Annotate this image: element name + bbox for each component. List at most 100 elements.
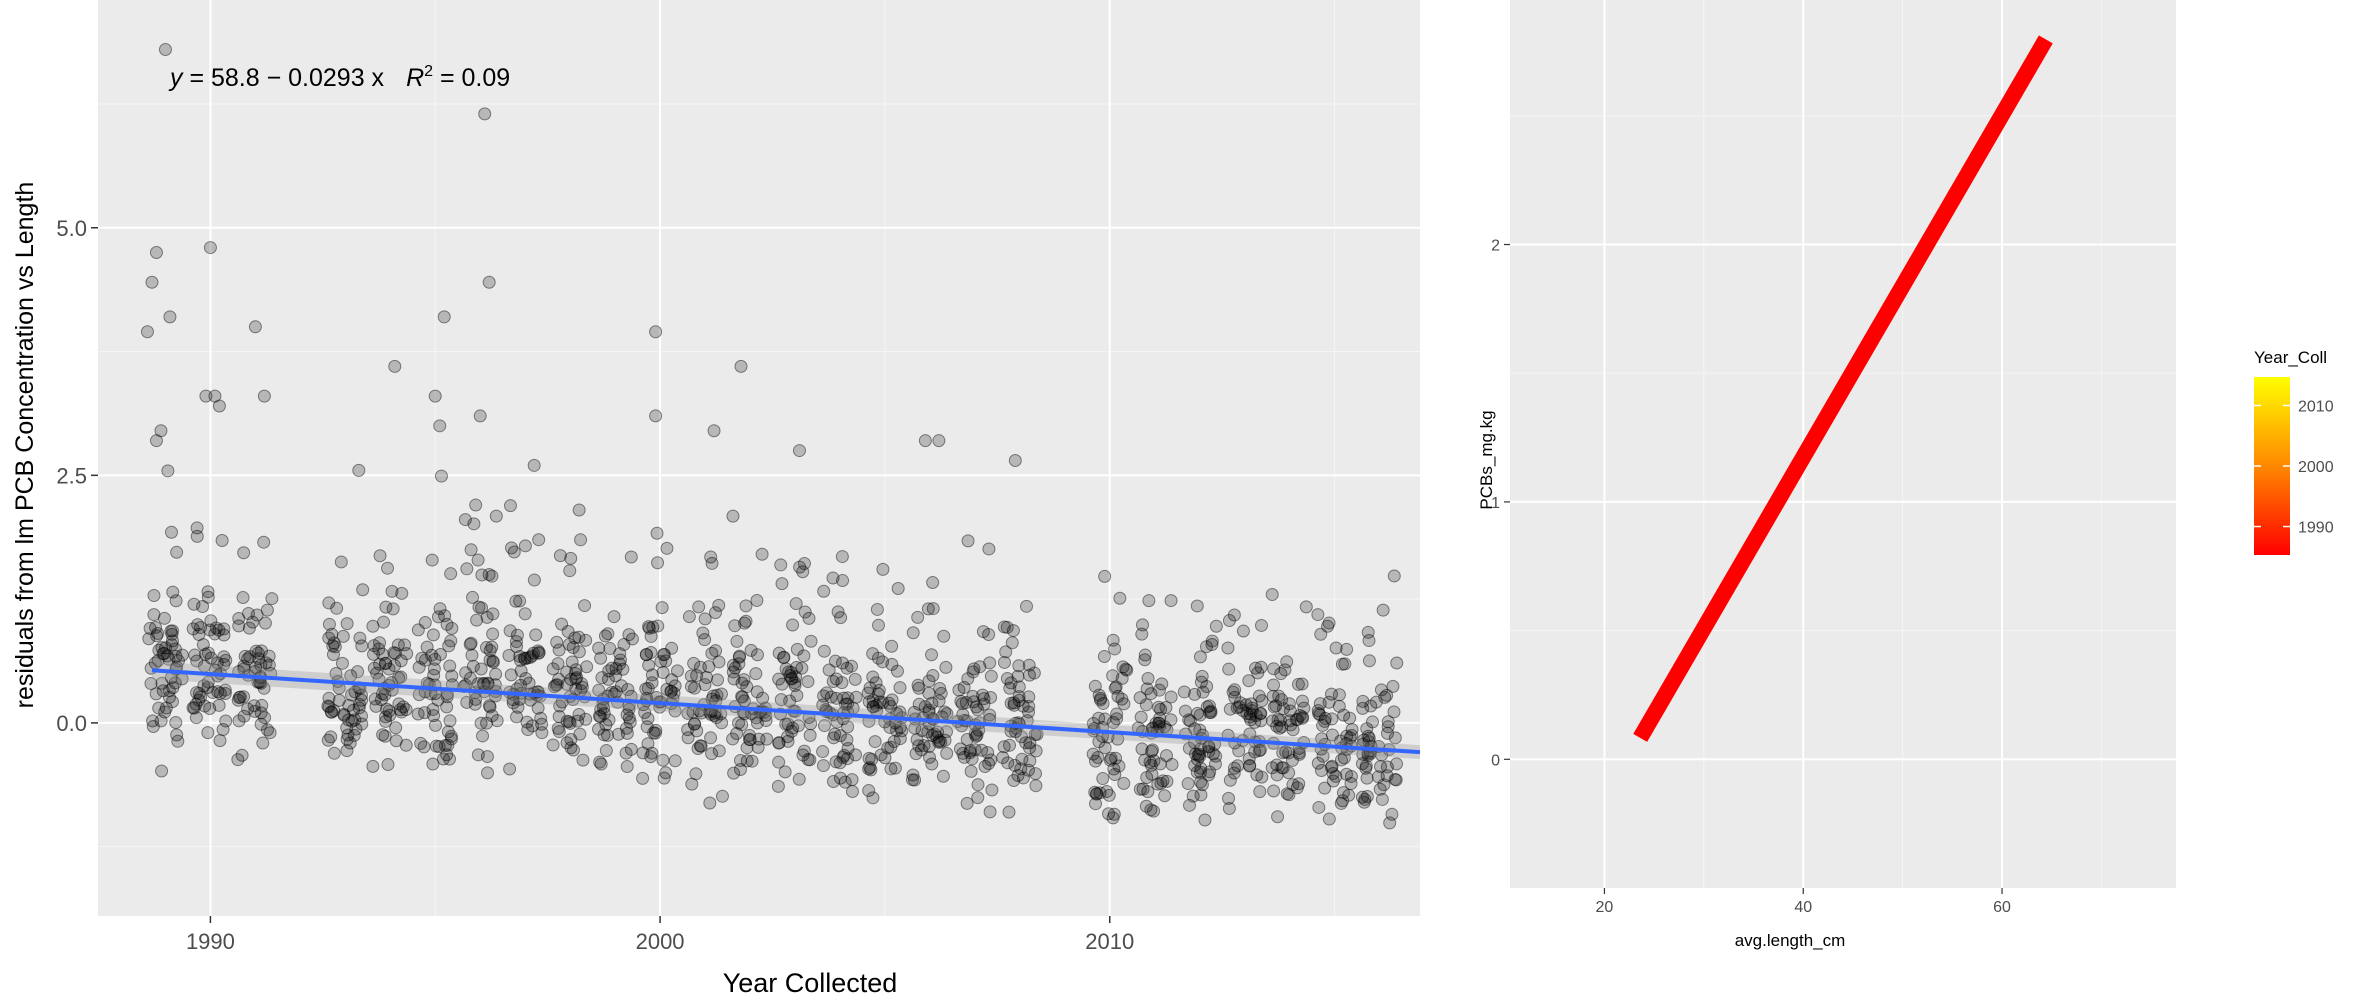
data-point xyxy=(146,714,160,728)
data-point xyxy=(1022,699,1036,713)
data-point xyxy=(828,654,842,668)
data-point xyxy=(534,711,548,725)
right-y-axis-title: PCBs_mg.kg xyxy=(1477,410,1496,509)
data-point xyxy=(1267,662,1281,676)
data-point xyxy=(489,667,503,681)
data-point xyxy=(551,721,565,735)
data-point xyxy=(248,704,262,718)
data-point xyxy=(236,591,250,605)
data-point xyxy=(893,732,907,746)
data-point xyxy=(473,409,487,423)
data-point xyxy=(1152,716,1166,730)
data-point xyxy=(690,724,704,738)
data-point xyxy=(874,748,888,762)
data-point xyxy=(368,692,382,706)
data-point xyxy=(1119,662,1133,676)
data-point xyxy=(976,625,990,639)
data-point xyxy=(727,672,741,686)
data-point xyxy=(518,652,532,666)
data-point xyxy=(1152,683,1166,697)
data-point xyxy=(791,719,805,733)
data-point xyxy=(201,726,215,740)
data-point xyxy=(1117,697,1131,711)
data-point xyxy=(1253,707,1267,721)
data-point xyxy=(820,686,834,700)
data-point xyxy=(1145,767,1159,781)
data-point xyxy=(1284,718,1298,732)
data-point xyxy=(204,651,218,665)
data-point xyxy=(644,629,658,643)
data-point xyxy=(619,746,633,760)
data-point xyxy=(1089,787,1103,801)
data-point xyxy=(232,611,246,625)
data-point xyxy=(789,597,803,611)
data-point xyxy=(917,739,931,753)
data-point xyxy=(1200,700,1214,714)
data-point xyxy=(1152,700,1166,714)
data-point xyxy=(1312,800,1326,814)
data-point xyxy=(1254,618,1268,632)
data-point xyxy=(426,702,440,716)
data-point xyxy=(1248,745,1262,759)
data-point xyxy=(597,706,611,720)
data-point xyxy=(1135,627,1149,641)
data-point xyxy=(475,568,489,582)
data-point xyxy=(1023,741,1037,755)
data-point xyxy=(366,619,380,633)
data-point xyxy=(378,729,392,743)
data-point xyxy=(575,677,589,691)
data-point xyxy=(868,735,882,749)
data-point xyxy=(1209,619,1223,633)
data-point xyxy=(322,596,336,610)
data-point xyxy=(926,729,940,743)
data-point xyxy=(425,648,439,662)
data-point xyxy=(1356,694,1370,708)
data-point xyxy=(1116,660,1130,674)
data-point xyxy=(442,639,456,653)
data-point xyxy=(693,660,707,674)
data-point xyxy=(871,687,885,701)
data-point xyxy=(349,722,363,736)
annotation-equation: = 58.8 − 0.0293 x xyxy=(183,64,385,92)
data-point xyxy=(866,791,880,805)
data-point xyxy=(704,731,718,745)
data-point xyxy=(732,650,746,664)
data-point xyxy=(1336,794,1350,808)
data-point xyxy=(254,658,268,672)
data-point xyxy=(394,670,408,684)
y-tick-label: 0.0 xyxy=(56,711,87,736)
data-point xyxy=(1204,706,1218,720)
data-point xyxy=(803,728,817,742)
data-point xyxy=(503,762,517,776)
data-point xyxy=(466,659,480,673)
data-point xyxy=(142,632,156,646)
data-point xyxy=(147,589,161,603)
data-point xyxy=(1015,752,1029,766)
data-point xyxy=(380,702,394,716)
data-point xyxy=(872,683,886,697)
data-point xyxy=(931,725,945,739)
data-point xyxy=(521,723,535,737)
data-point xyxy=(1378,690,1392,704)
data-point xyxy=(841,741,855,755)
data-point xyxy=(375,687,389,701)
data-point xyxy=(1381,715,1395,729)
data-point xyxy=(751,740,765,754)
data-point xyxy=(383,708,397,722)
data-point xyxy=(513,649,527,663)
data-point xyxy=(237,709,251,723)
data-point xyxy=(150,629,164,643)
data-point xyxy=(504,541,518,555)
data-point xyxy=(796,748,810,762)
data-point xyxy=(609,669,623,683)
svg-text:y = 58.8 − 0.0293 xR2 = 0.09: y = 58.8 − 0.0293 x R2 = 0.09 xyxy=(168,63,510,92)
data-point xyxy=(790,642,804,656)
data-point xyxy=(592,683,606,697)
data-point xyxy=(1022,658,1036,672)
data-point xyxy=(783,669,797,683)
data-point xyxy=(937,629,951,643)
data-point xyxy=(1192,747,1206,761)
data-point xyxy=(1380,769,1394,783)
data-point xyxy=(1289,713,1303,727)
data-point xyxy=(1199,640,1213,654)
